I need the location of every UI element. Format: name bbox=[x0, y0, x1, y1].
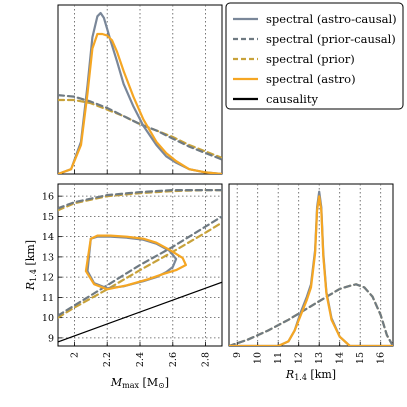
tick-label-x: 2.4 bbox=[135, 352, 146, 367]
ticks-br: 9 10 11 12 13 14 15 16 bbox=[232, 352, 387, 364]
tick-label-y: 12 bbox=[42, 273, 54, 284]
series-bl bbox=[58, 189, 222, 343]
tick-label-y: 11 bbox=[42, 293, 54, 304]
y-axis-label-r14: R1.4 [km] bbox=[24, 240, 38, 291]
series-br bbox=[229, 190, 393, 346]
series-line-causality bbox=[58, 281, 222, 343]
panel-joint: 2 2.2 2.4 2.6 2.8 9 10 11 12 13 14 15 16 bbox=[42, 183, 223, 367]
legend: spectral (astro-causal) spectral (prior-c… bbox=[225, 2, 404, 110]
grid-br bbox=[236, 184, 382, 346]
tick-label-x: 2 bbox=[69, 352, 80, 358]
series-line-spectral-astro bbox=[229, 195, 393, 346]
legend-label: spectral (prior) bbox=[266, 52, 355, 66]
tick-label-x: 2.6 bbox=[168, 352, 179, 367]
tick-label-x: 10 bbox=[253, 352, 264, 364]
series-line-spectral-prior-causal bbox=[58, 215, 222, 317]
panel-mmax-marginal bbox=[57, 4, 223, 175]
series-line-spectral-prior bbox=[58, 221, 222, 319]
x-axis-label-mmax: Mmax [M⊙] bbox=[110, 376, 169, 390]
tick-label-x: 2.8 bbox=[201, 352, 212, 367]
tick-label-x: 12 bbox=[294, 352, 305, 364]
legend-items: spectral (astro-causal) spectral (prior-c… bbox=[233, 12, 397, 106]
legend-label: spectral (astro) bbox=[266, 72, 356, 86]
tick-label-y: 16 bbox=[42, 192, 54, 203]
tick-label-x: 14 bbox=[335, 352, 346, 364]
x-axis-label-r14: R1.4 [km] bbox=[285, 368, 336, 382]
tick-label-x: 2.2 bbox=[102, 352, 113, 367]
tick-label-x: 13 bbox=[314, 352, 325, 364]
series-line-spectral-astro bbox=[58, 32, 222, 174]
tick-label-x: 9 bbox=[232, 352, 243, 358]
series-line-spectral-prior-causal bbox=[229, 283, 393, 346]
tick-label-y: 9 bbox=[48, 333, 54, 344]
tick-label-y: 15 bbox=[42, 212, 54, 223]
series-line-spectral-prior-causal bbox=[58, 189, 222, 210]
tick-label-y: 13 bbox=[42, 252, 54, 263]
legend-frame bbox=[225, 2, 404, 110]
grid-tl bbox=[74, 5, 207, 174]
legend-label: spectral (astro-causal) bbox=[266, 12, 397, 26]
series-line-spectral-astro bbox=[84, 234, 187, 291]
tick-label-x: 15 bbox=[355, 352, 366, 364]
panel-frame-br bbox=[228, 183, 394, 347]
tick-label-x: 16 bbox=[376, 352, 387, 364]
legend-label: causality bbox=[266, 92, 318, 106]
tick-label-y: 14 bbox=[42, 232, 54, 243]
ticks-bl: 2 2.2 2.4 2.6 2.8 9 10 11 12 13 14 15 16 bbox=[42, 192, 212, 367]
panel-r14-marginal: 9 10 11 12 13 14 15 16 bbox=[228, 183, 394, 364]
series-line-spectral-prior bbox=[58, 98, 222, 159]
tick-label-x: 11 bbox=[273, 352, 284, 364]
series-tl bbox=[58, 11, 222, 174]
legend-label: spectral (prior-causal) bbox=[266, 32, 396, 46]
tick-label-y: 10 bbox=[42, 313, 54, 324]
